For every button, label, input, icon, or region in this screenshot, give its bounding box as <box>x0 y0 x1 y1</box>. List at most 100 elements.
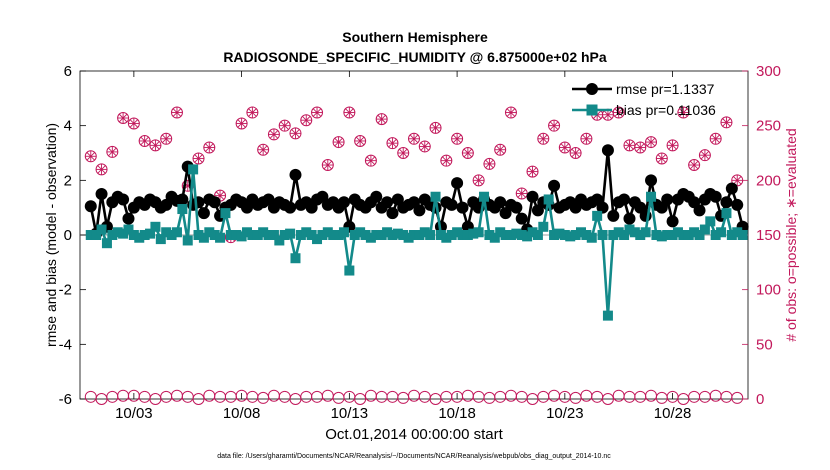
bias-point <box>161 227 172 238</box>
marker-spoke <box>129 119 139 128</box>
bias-point <box>608 230 619 240</box>
left-axis-ticks: -6 -4 -2 0 2 4 6 <box>59 63 86 408</box>
bias-point <box>263 230 274 240</box>
bias-point <box>134 232 145 243</box>
rmse-point <box>176 193 189 206</box>
bias-point <box>694 230 705 240</box>
rmse-point <box>95 188 108 200</box>
bias-point <box>446 230 457 240</box>
marker-spoke <box>700 150 710 160</box>
bias-point <box>689 227 700 238</box>
bias-point <box>295 230 306 240</box>
bias-point <box>662 230 673 240</box>
bias-point <box>198 232 209 243</box>
obs-evaluated-marker <box>731 174 744 187</box>
bias-point <box>285 228 296 239</box>
bias-point <box>699 224 710 235</box>
bias-point <box>522 231 533 242</box>
bias-point <box>538 221 549 232</box>
bias-point <box>651 230 662 240</box>
bias-point <box>597 230 608 240</box>
bias-point <box>586 232 597 243</box>
obs-evaluated-marker <box>95 163 108 176</box>
y2-tick-label: 100 <box>756 282 781 299</box>
bias-point <box>678 230 689 240</box>
bias-point <box>371 230 382 240</box>
y2-tick-label: 200 <box>756 172 781 189</box>
x-tick-label: 10/28 <box>654 405 692 422</box>
rmse-point <box>596 201 609 214</box>
obs-evaluated-marker <box>106 145 119 158</box>
bias-point <box>312 234 323 245</box>
bias-point <box>225 230 236 240</box>
x-tick-label: 10/18 <box>438 405 476 422</box>
y-tick-label: 2 <box>64 172 72 189</box>
marker-spoke <box>345 108 354 117</box>
obs-possible-marker <box>601 393 614 405</box>
bias-point <box>392 228 403 239</box>
bias-point <box>236 231 247 242</box>
y-tick-label: -6 <box>59 391 72 408</box>
rmse-point <box>370 190 383 203</box>
bias-point <box>204 227 215 238</box>
rmse-point <box>208 196 221 209</box>
bias-point <box>139 230 150 240</box>
bias-point <box>247 230 258 240</box>
bias-point <box>435 230 446 240</box>
obs-evaluated-marker <box>451 132 464 145</box>
bias-point <box>193 230 204 240</box>
obs-evaluated-marker <box>278 119 291 132</box>
bias-point <box>274 235 285 246</box>
bias-point <box>726 230 737 240</box>
bias-point <box>592 210 603 221</box>
marker-spoke <box>302 115 311 125</box>
y-tick-label: -2 <box>59 282 72 299</box>
rmse-point <box>451 177 464 190</box>
obs-evaluated-marker <box>354 134 367 147</box>
marker-spoke <box>571 148 580 158</box>
marker-spoke <box>657 154 667 163</box>
marker-spoke <box>237 119 246 128</box>
obs-evaluated-marker <box>504 106 517 119</box>
obs-evaluated-marker <box>397 147 410 159</box>
chart-title-group: Southern Hemisphere RADIOSONDE_SPECIFIC_… <box>223 29 607 65</box>
bias-point <box>155 234 166 245</box>
bias-point <box>554 228 565 239</box>
bias-point <box>516 230 527 240</box>
bias-point <box>258 227 269 238</box>
obs-evaluated-marker <box>267 128 280 141</box>
bias-point <box>543 194 554 205</box>
bias-point <box>505 230 516 240</box>
bias-point <box>716 227 727 238</box>
bias-point <box>360 230 371 240</box>
obs-evaluated-marker <box>418 140 431 153</box>
obs-evaluated-marker <box>375 113 388 126</box>
bias-point <box>732 227 743 238</box>
bias-point <box>322 227 333 238</box>
rmse-point <box>693 204 706 217</box>
bias-point <box>549 230 560 240</box>
marker-spoke <box>291 129 300 138</box>
bias-point <box>672 227 683 238</box>
bias-point <box>441 232 452 243</box>
chart-subtitle: RADIOSONDE_SPECIFIC_HUMIDITY @ 6.875000e… <box>223 49 607 65</box>
obs-evaluated-marker <box>203 141 216 154</box>
rmse-point <box>413 204 426 217</box>
rmse-point <box>666 215 679 228</box>
legend-rmse-marker <box>586 83 598 95</box>
marker-spoke <box>86 152 95 161</box>
x-tick-label: 10/03 <box>115 405 153 422</box>
bias-point <box>479 191 490 202</box>
obs-evaluated-marker <box>548 119 561 132</box>
obs-evaluated-marker <box>300 114 313 127</box>
bias-point <box>640 227 651 238</box>
bias-point <box>382 227 393 238</box>
bias-point <box>425 230 436 240</box>
marker-spoke <box>323 160 333 170</box>
marker-spoke <box>355 136 365 146</box>
bias-point <box>457 230 468 240</box>
bias-point <box>532 230 543 240</box>
marker-spoke <box>97 165 106 174</box>
marker-spoke <box>582 134 591 143</box>
marker-spoke <box>689 160 699 170</box>
